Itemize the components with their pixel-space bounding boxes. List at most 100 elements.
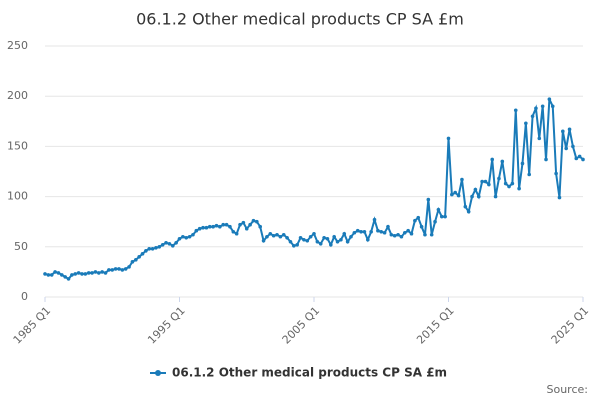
point [49,273,54,277]
point [63,275,67,279]
point [493,194,498,199]
point [83,272,88,276]
point [191,232,195,237]
point [466,209,471,214]
point [80,272,84,276]
point [386,224,390,229]
x-tick-label: 1995 Q1 [145,304,188,347]
point [513,108,518,113]
point [110,268,115,272]
point [244,226,249,231]
point [271,233,276,238]
point [544,157,548,162]
point [500,159,505,164]
point [550,104,555,109]
point [476,194,481,199]
point [332,234,336,239]
point [100,270,104,274]
point [234,231,239,236]
x-tick-label: 2005 Q1 [280,304,323,347]
point [70,273,74,277]
point [231,229,236,234]
point [318,241,323,246]
point [581,157,585,162]
point [73,272,78,276]
point [184,235,189,240]
point [429,232,434,237]
point [537,136,542,141]
point [453,190,458,195]
point [117,267,121,271]
point [268,231,273,236]
point [261,238,266,243]
point [127,265,131,269]
legend-marker [155,370,161,376]
point [157,245,162,249]
point [275,232,279,237]
legend-label: 06.1.2 Other medical products CP SA £m [172,366,447,380]
point [90,271,94,275]
point [396,232,400,237]
point [308,234,313,239]
y-tick-label: 200 [7,89,28,102]
point [534,106,538,111]
point [214,223,219,228]
point [177,236,182,241]
point [238,222,242,227]
point [140,252,145,256]
point [369,229,373,234]
point [281,232,286,237]
point [342,231,347,236]
point [406,228,410,233]
point [554,171,558,176]
point [419,224,424,229]
point [517,186,521,191]
point [577,154,582,159]
point [147,247,152,251]
point [362,229,367,234]
point [439,214,444,219]
point [473,187,478,192]
point [302,237,306,242]
point [409,231,414,236]
point [285,235,289,240]
point [530,114,535,119]
point [335,239,340,244]
point [221,222,226,227]
point [345,239,350,244]
point [43,272,47,276]
point [376,228,380,233]
point [527,172,531,177]
y-tick-label: 0 [21,290,28,303]
line [44,98,584,281]
point [510,181,515,186]
point [174,240,178,245]
point [389,232,394,237]
point [567,127,572,132]
point [288,239,293,244]
point [298,235,303,240]
point [46,273,51,277]
point [107,268,111,272]
point [130,260,135,264]
point [228,224,232,229]
point [487,182,491,187]
point [456,193,461,198]
point [557,195,562,200]
point [194,228,199,233]
point [325,236,330,241]
x-tick-label: 2025 Q1 [549,304,592,347]
point [164,240,168,245]
point [197,226,202,231]
point [295,242,299,247]
point [120,268,125,272]
point [248,222,252,227]
point [305,238,310,243]
point [170,243,175,248]
point [483,179,488,184]
point [224,222,229,227]
point [154,246,158,250]
point [207,224,212,229]
point [571,144,575,149]
point [160,242,165,247]
